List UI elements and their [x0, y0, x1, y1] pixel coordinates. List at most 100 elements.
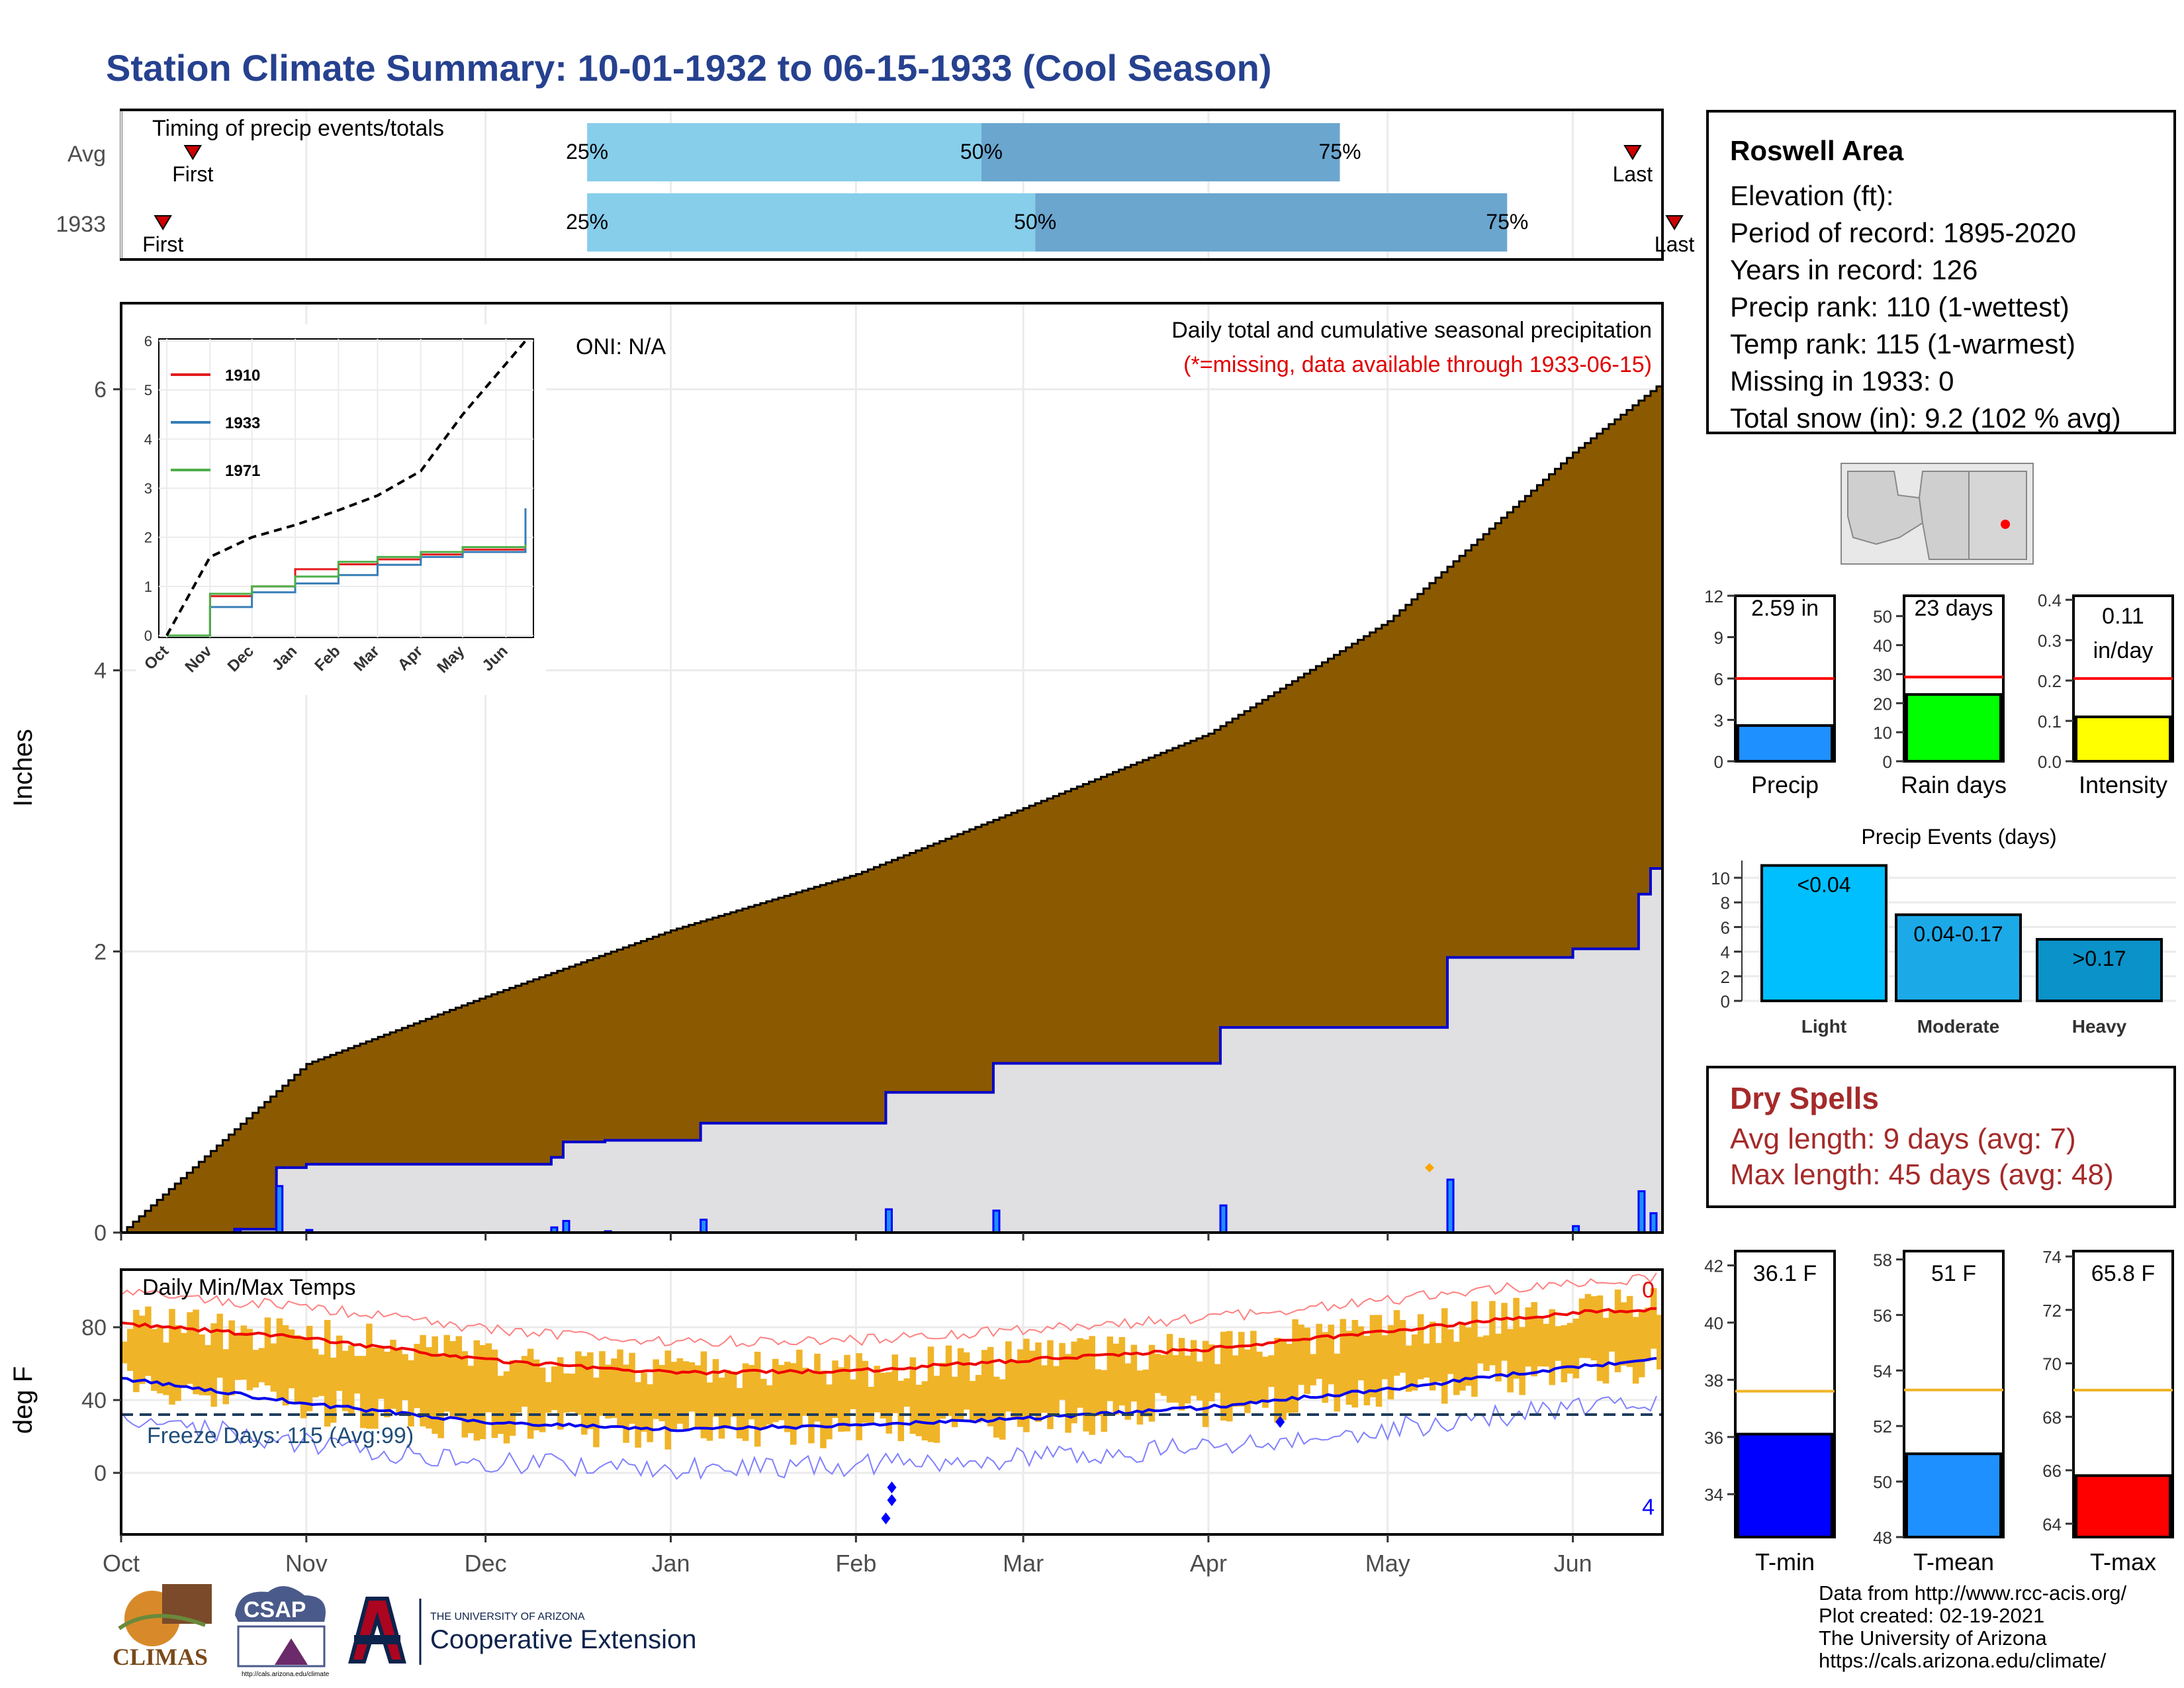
daily-temp-bar: [366, 1323, 373, 1429]
daily-temp-bar: [587, 1352, 594, 1430]
daily-temp-bar: [838, 1367, 844, 1432]
first-event-label: First: [142, 232, 183, 256]
daily-temp-bar: [868, 1387, 874, 1425]
daily-temp-bar: [1089, 1336, 1095, 1435]
daily-temp-bar: [999, 1379, 1006, 1440]
temp-bar-tick-label: 34: [1704, 1485, 1723, 1505]
record-high-count: 0: [1642, 1278, 1655, 1303]
daily-temp-bar: [1083, 1339, 1089, 1432]
inset-ytick-label: 3: [144, 481, 152, 497]
daily-temp-bar: [1596, 1295, 1604, 1382]
temp-bar-tick-label: 72: [2042, 1301, 2062, 1321]
dry-spells-avg: Avg length: 9 days (avg: 7): [1730, 1123, 2076, 1155]
mini-bar-value-label: in/day: [2093, 638, 2154, 663]
daily-temp-bar: [933, 1376, 940, 1443]
daily-temp-bar: [820, 1370, 827, 1448]
record-low-marker: [1275, 1416, 1285, 1428]
mini-bar-value: [1905, 693, 2002, 763]
daily-temp-bar: [1142, 1369, 1150, 1417]
daily-temp-bar: [1220, 1331, 1227, 1421]
inset-ytick-label: 2: [144, 530, 152, 546]
temp-bar-tick-label: 36: [1704, 1428, 1723, 1448]
daily-temp-bar: [1244, 1349, 1251, 1413]
month-label: Dec: [465, 1550, 507, 1577]
daily-temp-bar: [886, 1372, 892, 1434]
mini-bar-tick-label: 30: [1873, 665, 1892, 684]
daily-temp-bar: [264, 1317, 271, 1385]
daily-temp-bar: [874, 1366, 880, 1413]
events-bar-tag: <0.04: [1797, 872, 1851, 896]
daily-temp-bar: [1196, 1361, 1203, 1401]
events-bar-label: Moderate: [1917, 1016, 1999, 1037]
daily-temp-bar: [479, 1344, 486, 1440]
daily-temp-bar: [1638, 1309, 1645, 1378]
csap-logo: CSAP http://cals.arizona.edu/climate: [235, 1586, 330, 1678]
current-cumulative-area: [121, 868, 1662, 1233]
events-bar: [1895, 913, 2022, 1003]
temp-bar-value: [1737, 1432, 1833, 1538]
daily-temp-bar: [826, 1384, 833, 1440]
events-tick-label: 0: [1721, 992, 1730, 1011]
mini-bar-value: [1737, 724, 1833, 763]
precip-ytick-label: 4: [94, 659, 107, 684]
last-event-label: Last: [1613, 162, 1653, 186]
daily-temp-bar: [1620, 1302, 1627, 1366]
mini-bar-tick-label: 0.3: [2038, 631, 2062, 651]
last-event-marker: [1665, 215, 1684, 230]
daily-temp-bar: [1250, 1331, 1257, 1404]
mini-bar-tick-label: 0: [1714, 752, 1723, 772]
inset-legend-label: 1910: [225, 367, 260, 385]
mini-bar-tick-label: 0: [1883, 752, 1892, 772]
mini-bar-tick-label: 0.4: [2038, 590, 2062, 610]
timing-q50-label: 50%: [960, 140, 1003, 164]
daily-temp-bar: [1047, 1340, 1054, 1429]
mini-bar-label: Precip: [1751, 771, 1819, 798]
inset-series-line: [165, 340, 527, 636]
page-title: Station Climate Summary: 10-01-1932 to 0…: [106, 47, 1272, 89]
freeze-days-label: Freeze Days: 115 (Avg:99): [147, 1423, 414, 1448]
daily-temp-bar: [1166, 1334, 1173, 1403]
record-low-marker: [887, 1481, 897, 1493]
daily-temp-bar: [993, 1376, 1000, 1438]
daily-temp-bar: [1316, 1323, 1322, 1379]
timing-q25-label: 25%: [566, 210, 608, 234]
daily-temp-bar: [169, 1309, 175, 1405]
daily-temp-bar: [222, 1349, 229, 1405]
daily-temp-bar: [635, 1382, 641, 1448]
daily-temp-bar: [372, 1347, 379, 1429]
daily-temp-bar: [1101, 1370, 1107, 1432]
daily-temp-bar: [539, 1367, 546, 1432]
mini-bar-tick-label: 40: [1873, 636, 1892, 656]
temp-bar-label: T-min: [1755, 1548, 1815, 1575]
timing-bar-q25-q50: [587, 123, 981, 181]
daily-temp-bar: [1549, 1309, 1556, 1385]
daily-temp-bar: [1447, 1329, 1454, 1374]
daily-temp-bar: [551, 1366, 558, 1411]
info-elevation: Elevation (ft):: [1730, 180, 1894, 211]
precip-ytick-label: 6: [94, 377, 107, 402]
temp-bar-label: T-mean: [1913, 1548, 1994, 1575]
daily-temp-bar: [1644, 1307, 1651, 1362]
daily-temp-bar: [1208, 1344, 1215, 1401]
daily-temp-bar: [396, 1349, 402, 1416]
snow-marker: [1424, 1163, 1434, 1172]
daily-temp-bar: [670, 1362, 678, 1430]
climas-logo: CLIMAS: [113, 1584, 212, 1670]
oni-label: ONI: N/A: [576, 334, 666, 359]
daily-temp-bar: [288, 1329, 295, 1389]
daily-temp-bar: [1459, 1323, 1466, 1391]
credit-line: The University of Arizona: [1819, 1626, 2047, 1650]
daily-temp-bar: [1214, 1364, 1221, 1393]
events-bar-label: Light: [1801, 1016, 1846, 1037]
daily-temp-bar: [1226, 1331, 1233, 1422]
daily-temp-bar: [862, 1360, 868, 1423]
dry-spells-max: Max length: 45 days (avg: 48): [1730, 1158, 2114, 1191]
temp-bar-value-label: 65.8 F: [2091, 1261, 2155, 1286]
daily-precip-bar: [992, 1209, 1001, 1234]
daily-temp-bar: [1363, 1336, 1371, 1405]
daily-temp-bar: [390, 1339, 396, 1409]
daily-temp-bar: [1393, 1310, 1400, 1376]
daily-temp-bar: [443, 1335, 450, 1412]
daily-temp-bar: [1077, 1338, 1083, 1408]
daily-temp-bar: [718, 1378, 725, 1439]
